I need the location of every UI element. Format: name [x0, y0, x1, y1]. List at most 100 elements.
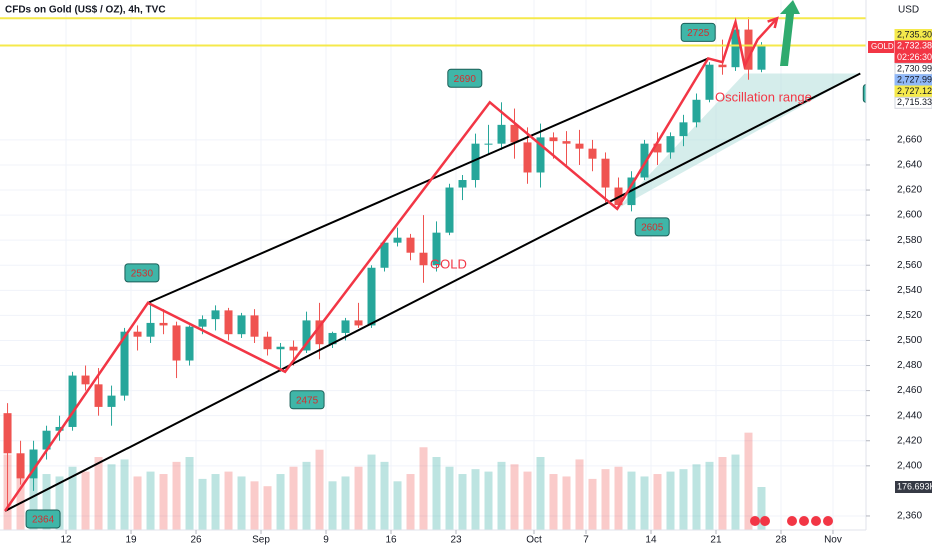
candle-body	[211, 310, 220, 320]
up-arrow	[780, 0, 800, 66]
x-tick-label: 14	[645, 535, 657, 546]
volume-bar	[731, 454, 740, 530]
currency: USD	[898, 5, 919, 16]
volume-bar	[432, 456, 441, 530]
volume-bar	[627, 471, 636, 530]
volume-bar	[354, 466, 363, 530]
candle-body	[68, 375, 77, 427]
volume-bar	[198, 478, 207, 530]
price-tag-label: 2,735.30	[897, 29, 932, 39]
candle-body	[432, 232, 441, 266]
volume-bar	[757, 487, 766, 530]
price-tag-label: 2,715.33	[897, 97, 932, 107]
y-tick-label: 2,480	[897, 360, 922, 371]
candle-body	[536, 137, 545, 173]
volume-bar	[29, 469, 38, 530]
volume-bar	[94, 456, 103, 530]
x-tick-label: 16	[385, 535, 397, 546]
y-tick-label: 2,400	[897, 460, 922, 471]
volume-bar	[640, 476, 649, 530]
candle-body	[653, 143, 662, 153]
candle-body	[94, 384, 103, 407]
candle-body	[3, 413, 12, 454]
chart-title: CFDs on Gold (US$ / OZ), 4h, TVC	[5, 5, 166, 16]
pivot-label-box	[634, 217, 670, 237]
volume-bar	[81, 471, 90, 530]
pivot-label-box	[680, 22, 716, 42]
y-tick-label: 2,540	[897, 285, 922, 296]
pivot-label-box	[289, 390, 325, 410]
price-tag-label: 2,727.99	[897, 75, 932, 85]
candle-body	[510, 124, 519, 143]
pivot-label: 2364	[32, 515, 55, 526]
x-tick-label: 19	[125, 535, 137, 546]
y-tick-label: 2,460	[897, 385, 922, 396]
candle-body	[523, 142, 532, 173]
candle-body	[263, 336, 272, 350]
pivot-label-box	[124, 263, 160, 283]
pivot-label-box	[25, 509, 61, 529]
y-tick-label: 2,620	[897, 185, 922, 196]
volume-bar	[562, 476, 571, 530]
volume-bar	[406, 474, 415, 530]
event-icons	[750, 516, 833, 526]
event-icon	[811, 516, 821, 526]
candle-body	[471, 143, 480, 181]
volume-bar	[185, 456, 194, 530]
volume-bar	[445, 466, 454, 530]
volume-bar	[393, 481, 402, 530]
volume-bar	[16, 461, 25, 530]
x-tick-label: 21	[710, 535, 722, 546]
axis-layer: 2,360 2,400 2,420 2,440 2,460 2,480 2,500 2,520…	[60, 29, 932, 546]
x-tick-label: 9	[323, 535, 329, 546]
candle-body	[718, 64, 727, 68]
event-icon	[787, 516, 797, 526]
volume-bar	[666, 471, 675, 530]
y-tick-label: 2,420	[897, 435, 922, 446]
volume-bar	[523, 471, 532, 530]
volume-bar	[250, 481, 259, 530]
volume-bar	[55, 476, 64, 530]
x-tick-label: 28	[775, 535, 787, 546]
y-tick-label: 2,580	[897, 235, 922, 246]
y-tick-label: 2,660	[897, 135, 922, 146]
candle-body	[146, 322, 155, 337]
candle-body	[406, 237, 415, 253]
candle-body	[16, 453, 25, 479]
candle-body	[276, 346, 285, 350]
volume-bar	[536, 456, 545, 530]
candle-body	[731, 29, 740, 68]
candle-body	[81, 375, 90, 385]
candle-body	[705, 64, 714, 100]
candle-body	[341, 320, 350, 333]
candle-body	[666, 136, 675, 153]
candle-body	[757, 45, 766, 70]
volume-bar	[224, 471, 233, 530]
volume-bar	[133, 476, 142, 530]
x-tick-label: Oct	[526, 535, 542, 546]
candle-body	[679, 122, 688, 137]
price-tag-label: 2,730.99	[897, 63, 932, 73]
volume-bar	[653, 474, 662, 530]
candle-body	[458, 180, 467, 188]
zigzag	[4, 17, 779, 512]
pivot-label: 2725	[687, 28, 710, 39]
event-icon	[760, 516, 770, 526]
y-tick-label: 2,560	[897, 260, 922, 271]
y-tick-label: 2,500	[897, 335, 922, 346]
volume-bar	[484, 471, 493, 530]
price-tag-label: 02:26:30	[897, 52, 932, 62]
volume-bar	[302, 461, 311, 530]
annotation: Oscillation range	[715, 89, 812, 104]
volume-bar	[419, 447, 428, 530]
volume-bar	[679, 469, 688, 530]
zone-layer	[617, 73, 861, 209]
volume-bar	[744, 432, 753, 530]
volume-bar	[289, 466, 298, 530]
pivot-label: 2605	[641, 222, 664, 233]
x-tick-label: Nov	[824, 535, 842, 546]
volume-bar	[120, 459, 129, 530]
volume-bar	[510, 464, 519, 530]
